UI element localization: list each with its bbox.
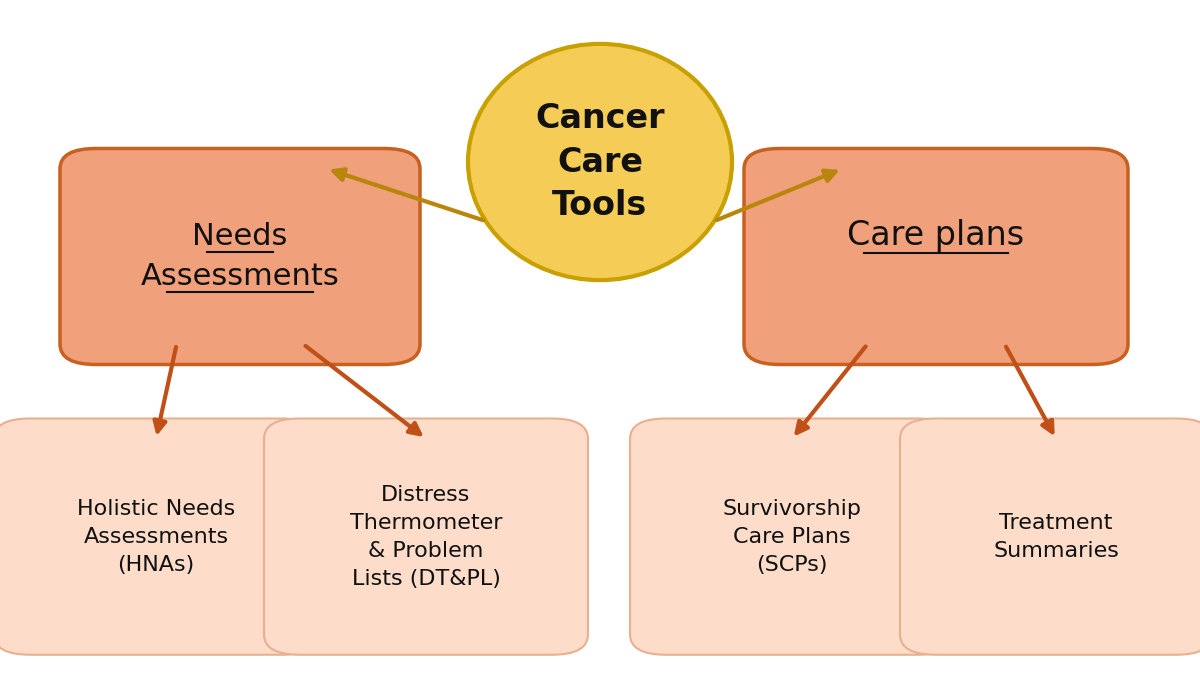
FancyBboxPatch shape (60, 148, 420, 364)
FancyBboxPatch shape (900, 418, 1200, 655)
Text: Survivorship
Care Plans
(SCPs): Survivorship Care Plans (SCPs) (722, 499, 862, 574)
Text: Holistic Needs
Assessments
(HNAs): Holistic Needs Assessments (HNAs) (77, 499, 235, 574)
Text: Distress
Thermometer
& Problem
Lists (DT&PL): Distress Thermometer & Problem Lists (DT… (349, 485, 503, 589)
FancyBboxPatch shape (0, 418, 318, 655)
Text: Assessments: Assessments (140, 263, 340, 291)
FancyBboxPatch shape (264, 418, 588, 655)
Text: Needs: Needs (192, 222, 288, 250)
Ellipse shape (468, 44, 732, 280)
Text: Cancer
Care
Tools: Cancer Care Tools (535, 102, 665, 222)
FancyBboxPatch shape (630, 418, 954, 655)
Text: Care plans: Care plans (847, 219, 1025, 252)
FancyBboxPatch shape (744, 148, 1128, 364)
Text: Treatment
Summaries: Treatment Summaries (994, 512, 1118, 561)
